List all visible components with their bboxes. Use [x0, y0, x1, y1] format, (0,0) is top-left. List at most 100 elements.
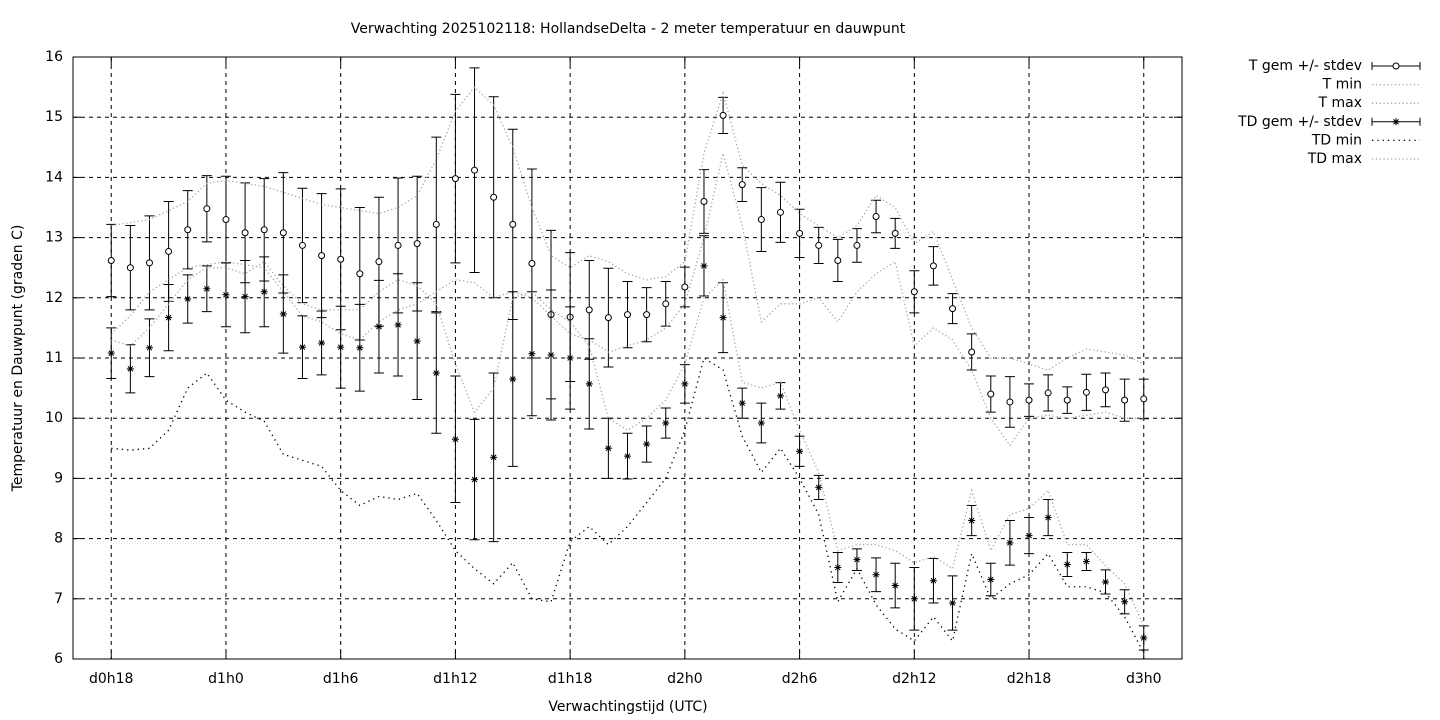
x-tick-label: d0h18: [89, 671, 133, 687]
marker: [853, 556, 861, 564]
y-tick-label: 8: [54, 531, 63, 547]
x-tick-label: d1h0: [208, 671, 244, 687]
marker: [165, 314, 173, 322]
y-axis-label: Temperatuur en Dauwpunt (graden C): [10, 225, 26, 493]
marker: [1006, 398, 1014, 406]
marker: [1121, 598, 1129, 606]
marker: [528, 259, 536, 267]
marker: [834, 256, 842, 264]
y-tick-label: 14: [45, 169, 63, 185]
marker: [241, 229, 249, 237]
marker: [891, 229, 899, 237]
marker: [700, 262, 708, 270]
marker: [949, 599, 957, 607]
marker: [834, 563, 842, 571]
marker: [872, 571, 880, 579]
marker: [451, 435, 459, 443]
y-tick-label: 15: [45, 109, 63, 125]
marker: [662, 300, 670, 308]
marker: [490, 453, 498, 461]
marker: [222, 291, 230, 299]
x-tick-label: d1h12: [433, 671, 477, 687]
marker: [1044, 514, 1052, 522]
marker: [776, 208, 784, 216]
marker: [184, 226, 192, 234]
marker: [776, 392, 784, 400]
marker: [643, 311, 651, 319]
y-tick-label: 12: [45, 290, 63, 306]
marker: [624, 311, 631, 319]
x-tick-label: d2h0: [667, 671, 703, 687]
marker: [1063, 396, 1071, 404]
marker: [337, 255, 345, 263]
series-line: [111, 356, 1145, 654]
marker: [432, 369, 440, 377]
marker: [815, 241, 823, 249]
x-tick-label: d2h6: [782, 671, 818, 687]
marker: [719, 314, 727, 322]
marker: [987, 576, 995, 584]
y-tick-label: 6: [54, 651, 63, 667]
x-tick-label: d2h12: [892, 671, 936, 687]
marker: [796, 447, 804, 455]
marker: [987, 390, 995, 398]
marker: [1063, 560, 1071, 568]
marker: [1102, 386, 1110, 394]
x-tick-label: d1h18: [548, 671, 592, 687]
marker: [145, 259, 153, 267]
marker: [432, 220, 440, 228]
marker: [1082, 557, 1090, 565]
marker: [509, 220, 517, 228]
marker: [1006, 539, 1014, 547]
marker: [968, 348, 976, 356]
marker: [757, 419, 765, 427]
marker: [394, 241, 402, 249]
y-tick-label: 16: [45, 49, 63, 65]
marker: [413, 337, 421, 345]
marker: [356, 270, 364, 278]
x-tick-label: d2h18: [1007, 671, 1051, 687]
marker: [566, 354, 574, 362]
legend-label: T min: [1322, 77, 1362, 93]
marker: [1044, 389, 1052, 397]
x-axis-label: Verwachtingstijd (UTC): [548, 699, 707, 715]
marker: [910, 288, 918, 296]
legend-label: TD max: [1307, 151, 1362, 167]
marker: [356, 344, 364, 352]
marker: [1082, 388, 1090, 396]
marker: [585, 306, 593, 314]
marker: [929, 262, 937, 270]
legend-label: T max: [1317, 95, 1362, 111]
marker: [279, 310, 287, 318]
marker: [413, 240, 421, 248]
y-tick-label: 13: [45, 230, 63, 246]
marker: [471, 476, 479, 484]
marker: [451, 175, 459, 183]
marker: [298, 343, 306, 351]
x-tick-label: d1h6: [323, 671, 359, 687]
marker: [318, 339, 326, 347]
series-line: [111, 260, 1145, 627]
y-tick-label: 11: [45, 350, 63, 366]
marker: [1392, 62, 1400, 70]
marker: [738, 399, 746, 407]
marker: [203, 285, 211, 293]
legend-label: T gem +/- stdev: [1248, 58, 1362, 74]
marker: [241, 293, 249, 301]
y-tick-label: 10: [45, 410, 63, 426]
marker: [968, 517, 976, 525]
marker: [375, 323, 383, 331]
marker: [490, 193, 498, 201]
marker: [662, 419, 670, 427]
marker: [107, 349, 115, 357]
marker: [910, 595, 918, 603]
marker: [337, 343, 345, 351]
plot-frame: [72, 56, 1183, 660]
legend-label: TD min: [1311, 132, 1362, 148]
marker: [394, 321, 402, 329]
marker: [643, 440, 651, 448]
marker: [624, 452, 631, 460]
marker: [929, 577, 937, 585]
marker: [853, 241, 861, 249]
